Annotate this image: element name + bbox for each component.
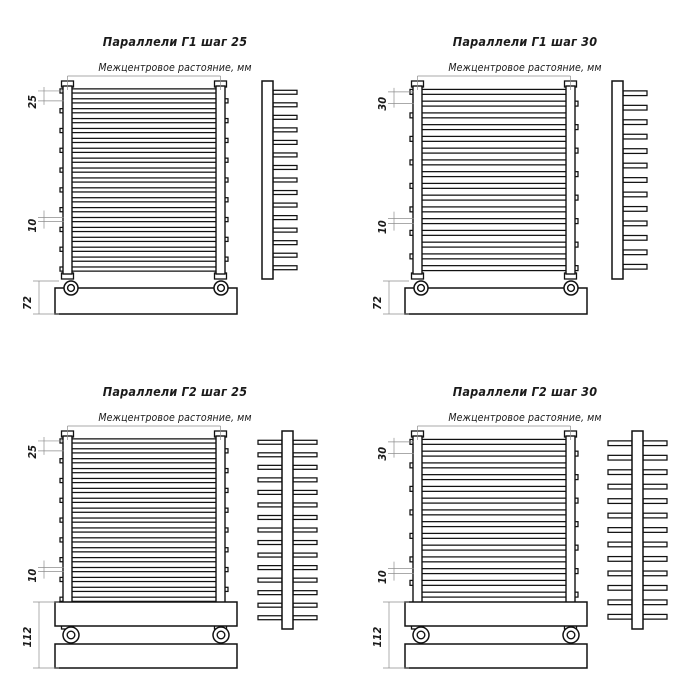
front-view bbox=[59, 430, 229, 630]
dim-depth-label: 112 bbox=[371, 627, 384, 648]
dim-depth-label: 72 bbox=[21, 296, 34, 310]
panel-subtitle: Межцентровое растояние, мм bbox=[448, 62, 602, 74]
panel-g1-step-30: Параллели Г1 шаг 30 Межцентровое растоян… bbox=[350, 0, 700, 350]
drawing-g2-step-25: 25 10 112 bbox=[21, 425, 318, 669]
section-view bbox=[383, 601, 588, 669]
front-view bbox=[409, 430, 579, 630]
section-view bbox=[33, 280, 238, 315]
dim-bar-label: 10 bbox=[26, 569, 39, 583]
dim-depth-label: 112 bbox=[21, 627, 34, 648]
panel-g2-step-30: Параллели Г2 шаг 30 Межцентровое растоян… bbox=[350, 350, 700, 700]
drawing-g1-step-25: 25 10 72 bbox=[21, 75, 298, 315]
front-view bbox=[59, 80, 229, 280]
panel-subtitle: Межцентровое растояние, мм bbox=[98, 412, 252, 424]
dimension-annotations: 30 10 112 bbox=[371, 425, 571, 648]
dim-pitch-label: 25 bbox=[26, 95, 39, 109]
side-view bbox=[607, 430, 668, 630]
dim-bar-label: 10 bbox=[26, 219, 39, 233]
dim-pitch-label: 30 bbox=[376, 447, 389, 461]
side-view bbox=[611, 80, 648, 280]
dimension-annotations: 25 10 112 bbox=[21, 425, 221, 648]
panel-g1-step-25: Параллели Г1 шаг 25 Межцентровое растоян… bbox=[0, 0, 350, 350]
section-view bbox=[33, 601, 238, 669]
side-view bbox=[257, 430, 318, 630]
dim-pitch-label: 30 bbox=[376, 97, 389, 111]
front-view bbox=[409, 80, 579, 280]
side-view bbox=[261, 80, 298, 280]
panel-subtitle: Межцентровое растояние, мм bbox=[448, 412, 602, 424]
panel-subtitle: Межцентровое растояние, мм bbox=[98, 62, 252, 74]
panel-title: Параллели Г2 шаг 25 bbox=[102, 384, 248, 399]
drawing-g2-step-30: 30 10 112 bbox=[371, 425, 668, 669]
dimension-annotations: 25 10 72 bbox=[21, 75, 221, 310]
dim-bar-label: 10 bbox=[376, 220, 389, 234]
dimension-annotations: 30 10 72 bbox=[371, 75, 571, 310]
panel-title: Параллели Г1 шаг 30 bbox=[452, 34, 598, 49]
panel-title: Параллели Г2 шаг 30 bbox=[452, 384, 598, 399]
dim-pitch-label: 25 bbox=[26, 445, 39, 459]
dim-depth-label: 72 bbox=[371, 296, 384, 310]
panel-g2-step-25: Параллели Г2 шаг 25 Межцентровое растоян… bbox=[0, 350, 350, 700]
drawing-g1-step-30: 30 10 72 bbox=[371, 75, 648, 315]
section-view bbox=[383, 280, 588, 315]
panel-title: Параллели Г1 шаг 25 bbox=[102, 34, 248, 49]
dim-bar-label: 10 bbox=[376, 570, 389, 584]
